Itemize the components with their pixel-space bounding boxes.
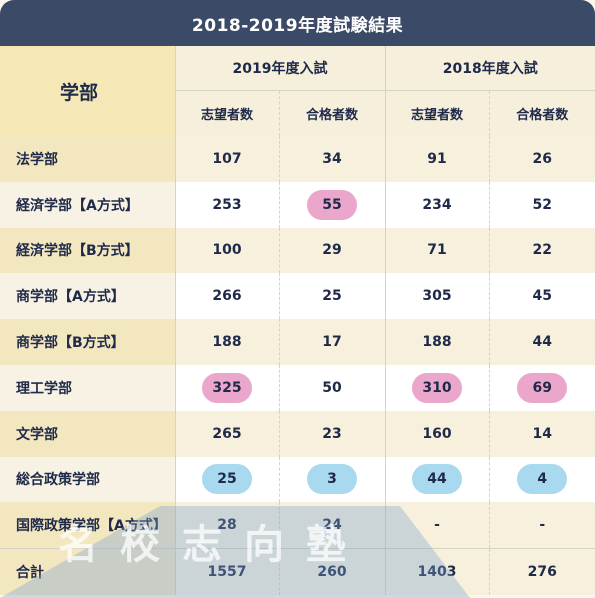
table-title: 2018-2019年度試験結果 bbox=[0, 0, 595, 46]
cell-applicants-2018: 188 bbox=[384, 319, 489, 365]
table-row: 商学部【A方式】 266 25 305 45 bbox=[0, 273, 595, 320]
cell-applicants-2018: 44 bbox=[384, 456, 489, 503]
total-applicants-2019: 1557 bbox=[174, 548, 279, 595]
cell-applicants-2018: 310 bbox=[384, 364, 489, 411]
cell-passed-2018: 52 bbox=[488, 181, 595, 228]
cell-passed-2019: 24 bbox=[278, 502, 385, 549]
cell-applicants-2019: 266 bbox=[174, 273, 279, 320]
dept-column-header: 学部 bbox=[0, 46, 175, 136]
highlight-pill: 3 bbox=[307, 464, 357, 495]
dept-name: 国際政策学部【A方式】 bbox=[0, 502, 175, 549]
highlight-pill: 55 bbox=[307, 189, 357, 220]
dept-name: 商学部【A方式】 bbox=[0, 273, 175, 320]
cell-applicants-2018: 160 bbox=[384, 410, 489, 457]
applicants-2018-header: 志望者数 bbox=[384, 90, 489, 136]
cell-passed-2018: 45 bbox=[488, 273, 595, 320]
cell-applicants-2018: 234 bbox=[384, 181, 489, 228]
cell-applicants-2019: 253 bbox=[174, 181, 279, 228]
cell-applicants-2018: 305 bbox=[384, 273, 489, 320]
cell-passed-2018: 69 bbox=[488, 364, 595, 411]
passed-2019-header: 合格者数 bbox=[278, 90, 385, 136]
cell-passed-2018: 4 bbox=[488, 456, 595, 503]
dept-name: 経済学部【A方式】 bbox=[0, 181, 175, 228]
dept-name: 文学部 bbox=[0, 410, 175, 457]
dept-name: 総合政策学部 bbox=[0, 456, 175, 503]
highlight-pill: 25 bbox=[202, 464, 252, 495]
cell-applicants-2018: 71 bbox=[384, 227, 489, 274]
dept-name: 商学部【B方式】 bbox=[0, 319, 175, 365]
table-row: 経済学部【B方式】 100 29 71 22 bbox=[0, 227, 595, 274]
cell-passed-2018: 22 bbox=[488, 227, 595, 274]
cell-passed-2019: 23 bbox=[278, 410, 385, 457]
cell-passed-2019: 25 bbox=[278, 273, 385, 320]
highlight-pill: 325 bbox=[202, 372, 252, 403]
cell-applicants-2019: 107 bbox=[174, 136, 279, 182]
cell-passed-2019: 29 bbox=[278, 227, 385, 274]
table-row: 法学部 107 34 91 26 bbox=[0, 136, 595, 182]
passed-2018-header: 合格者数 bbox=[488, 90, 595, 136]
applicants-2019-header: 志望者数 bbox=[174, 90, 279, 136]
table-row: 国際政策学部【A方式】 28 24 - - bbox=[0, 502, 595, 549]
dept-name: 法学部 bbox=[0, 136, 175, 182]
cell-applicants-2018: 91 bbox=[384, 136, 489, 182]
cell-applicants-2019: 28 bbox=[174, 502, 279, 549]
cell-passed-2019: 55 bbox=[278, 181, 385, 228]
cell-applicants-2019: 100 bbox=[174, 227, 279, 274]
table-row: 経済学部【A方式】 253 55 234 52 bbox=[0, 181, 595, 228]
cell-applicants-2019: 325 bbox=[174, 364, 279, 411]
dept-name: 理工学部 bbox=[0, 364, 175, 411]
cell-passed-2018: - bbox=[488, 502, 595, 549]
highlight-pill: 310 bbox=[412, 372, 462, 403]
table-row: 文学部 265 23 160 14 bbox=[0, 410, 595, 457]
cell-passed-2019: 50 bbox=[278, 364, 385, 411]
cell-applicants-2019: 25 bbox=[174, 456, 279, 503]
total-passed-2018: 276 bbox=[488, 548, 595, 595]
cell-passed-2019: 3 bbox=[278, 456, 385, 503]
highlight-pill: 69 bbox=[517, 372, 568, 403]
cell-passed-2018: 14 bbox=[488, 410, 595, 457]
cell-passed-2018: 44 bbox=[488, 319, 595, 365]
dept-name: 経済学部【B方式】 bbox=[0, 227, 175, 274]
year-2018-header: 2018年度入試 bbox=[384, 46, 595, 91]
cell-passed-2019: 17 bbox=[278, 319, 385, 365]
highlight-pill: 44 bbox=[412, 464, 462, 495]
table-row: 理工学部 325 50 310 69 bbox=[0, 364, 595, 411]
table-row: 商学部【B方式】 188 17 188 44 bbox=[0, 319, 595, 365]
year-2019-header: 2019年度入試 bbox=[174, 46, 385, 91]
total-passed-2019: 260 bbox=[278, 548, 385, 595]
highlight-pill: 4 bbox=[517, 464, 568, 495]
total-label: 合計 bbox=[0, 548, 175, 595]
total-applicants-2018: 1403 bbox=[384, 548, 489, 595]
results-table: 学部 2019年度入試 2018年度入試 志望者数 合格者数 志望者数 合格者数… bbox=[0, 46, 595, 595]
table-row: 総合政策学部 25 3 44 4 bbox=[0, 456, 595, 503]
cell-passed-2019: 34 bbox=[278, 136, 385, 182]
total-row: 合計 1557 260 1403 276 bbox=[0, 548, 595, 595]
cell-passed-2018: 26 bbox=[488, 136, 595, 182]
cell-applicants-2019: 265 bbox=[174, 410, 279, 457]
cell-applicants-2019: 188 bbox=[174, 319, 279, 365]
cell-applicants-2018: - bbox=[384, 502, 489, 549]
